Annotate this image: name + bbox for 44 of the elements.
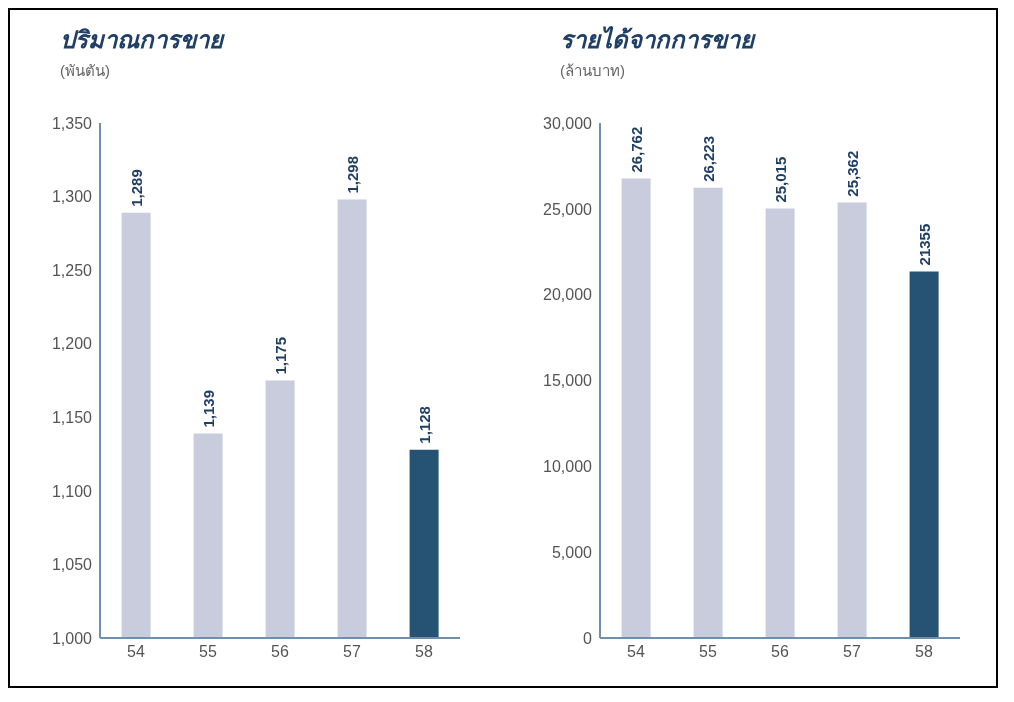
- chart-subtitle: (พันตัน): [60, 61, 111, 81]
- data-label: 1,289: [127, 169, 145, 207]
- x-tick-label: 57: [343, 643, 361, 661]
- x-tick-label: 54: [127, 643, 145, 661]
- x-tick-label: 55: [699, 643, 717, 661]
- x-tick-label: 58: [415, 643, 433, 661]
- x-tick-label: 58: [915, 643, 933, 661]
- y-tick-label: 20,000: [543, 286, 593, 304]
- y-tick-label: 30,000: [543, 114, 593, 132]
- bar: [909, 271, 939, 638]
- data-label: 21355: [915, 223, 933, 266]
- chart-title: ปริมาณการขาย: [60, 25, 226, 55]
- chart-subtitle: (ล้านบาท): [560, 61, 626, 81]
- x-tick-label: 56: [271, 643, 289, 661]
- data-label: 26,223: [699, 135, 717, 182]
- y-tick-label: 1,050: [51, 556, 93, 574]
- y-tick-label: 1,000: [51, 629, 93, 647]
- y-tick-label: 1,250: [51, 261, 93, 279]
- data-label: 25,015: [771, 156, 789, 203]
- y-tick-label: 5,000: [551, 543, 593, 561]
- x-tick-label: 54: [627, 643, 645, 661]
- bar: [621, 178, 651, 638]
- y-tick-label: 10,000: [543, 458, 593, 476]
- chart-title: รายได้จากการขาย: [560, 25, 757, 55]
- y-tick-label: 1,300: [51, 188, 93, 206]
- x-tick-label: 56: [771, 643, 789, 661]
- data-label: 25,362: [843, 150, 861, 197]
- data-label: 1,139: [199, 389, 217, 428]
- y-tick-label: 1,100: [51, 482, 93, 500]
- bar: [765, 208, 795, 638]
- bar: [693, 187, 723, 638]
- y-tick-label: 1,150: [51, 408, 93, 426]
- x-tick-label: 57: [843, 643, 861, 661]
- y-tick-label: 25,000: [543, 200, 593, 218]
- data-label: 1,298: [343, 155, 361, 194]
- bar: [837, 202, 867, 638]
- y-tick-label: 15,000: [543, 372, 593, 390]
- x-tick-label: 55: [199, 643, 217, 661]
- y-tick-label: 1,350: [51, 114, 93, 132]
- y-tick-label: 1,200: [51, 335, 93, 353]
- data-label: 1,128: [415, 406, 433, 444]
- data-label: 1,175: [271, 336, 289, 375]
- data-label: 26,762: [627, 126, 645, 173]
- y-tick-label: 0: [583, 629, 593, 647]
